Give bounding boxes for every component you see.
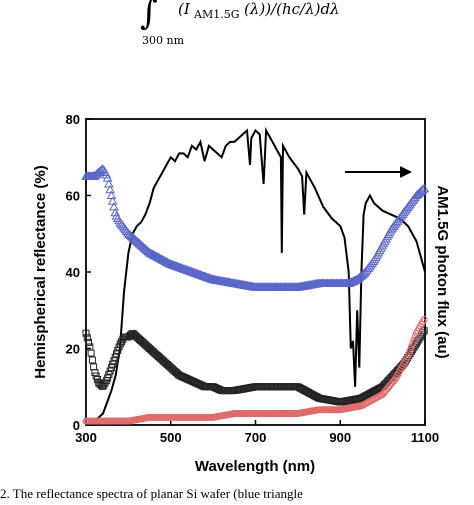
triangle-marker bbox=[358, 269, 368, 278]
square-marker bbox=[88, 356, 96, 364]
x-axis-title: Wavelength (nm) bbox=[195, 458, 315, 475]
series-line-am15g bbox=[85, 126, 426, 426]
square-marker bbox=[83, 334, 91, 342]
triangle-marker bbox=[147, 249, 157, 258]
axis-ticks: 300 500 700 900 1100 0 20 40 60 80 bbox=[66, 112, 440, 445]
circle-marker bbox=[411, 333, 419, 341]
circle-marker bbox=[405, 350, 413, 358]
series-black_square bbox=[82, 327, 428, 406]
square-marker bbox=[85, 338, 93, 346]
formula-body: (I bbox=[178, 0, 191, 18]
y-axis-title: Hemispherical reflectance (%) bbox=[32, 165, 49, 378]
y-tick-label: 0 bbox=[73, 418, 80, 433]
circle-marker bbox=[404, 353, 412, 361]
circle-marker bbox=[409, 340, 417, 348]
triangle-marker bbox=[419, 183, 430, 193]
series-red_circle bbox=[82, 315, 428, 425]
circle-marker bbox=[410, 336, 418, 344]
formula-rest: (λ))/(hc/λ)dλ bbox=[244, 0, 340, 18]
triangle-marker bbox=[148, 249, 159, 259]
square-marker bbox=[87, 349, 95, 357]
x-tick-label: 300 bbox=[75, 430, 97, 445]
triangle-marker bbox=[165, 258, 175, 268]
x-tick-label: 900 bbox=[329, 430, 351, 445]
triangle-marker bbox=[95, 166, 105, 175]
series-am15g bbox=[85, 126, 426, 426]
y-tick-label: 60 bbox=[66, 189, 80, 204]
formula: ∫ (I AM1.5G (λ))/(hc/λ)dλ 300 nm bbox=[140, 0, 340, 47]
triangle-marker bbox=[418, 184, 428, 194]
x-tick-label: 1100 bbox=[411, 430, 439, 445]
formula-subscript: AM1.5G bbox=[193, 8, 240, 21]
triangle-marker bbox=[161, 256, 171, 266]
triangle-marker bbox=[101, 169, 112, 179]
triangle-marker bbox=[158, 255, 169, 264]
figure-caption: 2. The reflectance spectra of planar Si … bbox=[0, 486, 303, 501]
formula-lower-limit: 300 nm bbox=[142, 34, 185, 47]
square-marker bbox=[90, 363, 98, 371]
x-tick-label: 500 bbox=[160, 430, 182, 445]
triangle-marker bbox=[144, 247, 155, 257]
triangle-marker bbox=[149, 250, 160, 260]
triangle-marker bbox=[153, 252, 164, 262]
triangle-marker bbox=[157, 254, 168, 264]
triangle-marker bbox=[163, 258, 174, 267]
triangle-marker bbox=[151, 251, 161, 260]
triangle-marker bbox=[416, 185, 427, 195]
integral-sign: ∫ bbox=[140, 0, 158, 33]
x-tick-label: 700 bbox=[245, 430, 267, 445]
square-marker bbox=[82, 329, 90, 337]
y2-axis-title: AM1.5G photon flux (au) bbox=[434, 185, 451, 358]
triangle-marker bbox=[359, 268, 370, 277]
triangle-marker bbox=[110, 207, 121, 217]
y-tick-label: 20 bbox=[66, 342, 80, 357]
series-layer bbox=[81, 126, 430, 426]
circle-marker bbox=[407, 343, 415, 351]
circle-marker bbox=[420, 315, 428, 323]
triangle-marker bbox=[152, 251, 163, 261]
triangle-marker bbox=[154, 253, 165, 262]
y-tick-label: 80 bbox=[66, 112, 80, 127]
series-planar bbox=[81, 164, 430, 291]
y-tick-label: 40 bbox=[66, 265, 80, 280]
triangle-marker bbox=[159, 256, 170, 265]
triangle-marker bbox=[162, 257, 173, 267]
triangle-marker bbox=[145, 248, 156, 258]
triangle-marker bbox=[156, 254, 166, 263]
circle-marker bbox=[406, 346, 414, 354]
flux-arrow bbox=[345, 166, 412, 178]
plot-frame bbox=[85, 118, 426, 426]
